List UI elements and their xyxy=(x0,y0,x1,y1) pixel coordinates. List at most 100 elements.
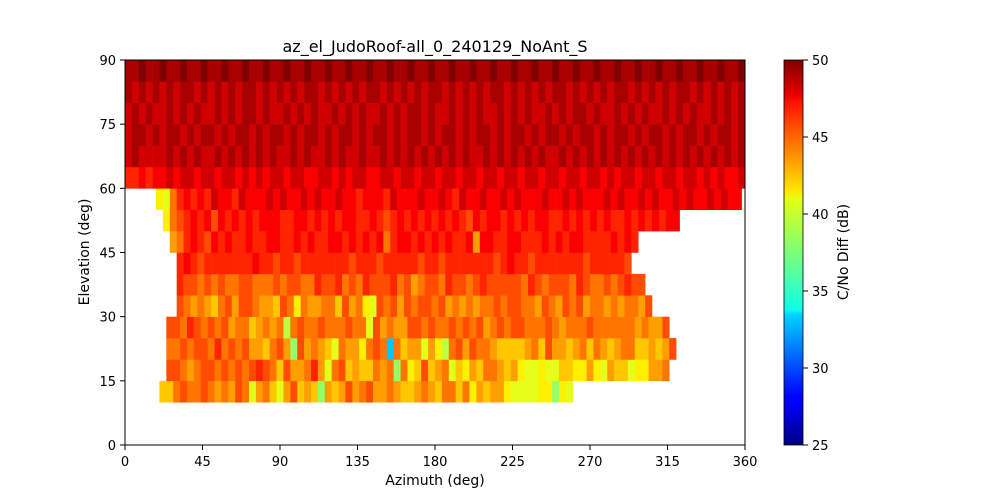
heatmap-cell xyxy=(555,273,563,296)
heatmap-cell xyxy=(262,60,270,82)
heatmap-cell xyxy=(207,316,215,339)
heatmap-cell xyxy=(617,209,625,232)
heatmap-cell xyxy=(521,188,529,211)
heatmap-cell xyxy=(131,145,140,168)
heatmap-cell xyxy=(283,60,291,82)
heatmap-cell xyxy=(441,124,450,146)
heatmap-cell xyxy=(621,316,629,339)
heatmap-cell xyxy=(366,145,374,168)
heatmap-cell xyxy=(386,124,394,146)
heatmap-cell xyxy=(348,188,357,211)
heatmap-cell xyxy=(417,231,425,253)
heatmap-cell xyxy=(600,102,608,125)
heatmap-cell xyxy=(386,60,394,82)
heatmap-cell xyxy=(204,231,212,253)
heatmap-cell xyxy=(572,316,580,339)
heatmap-cell xyxy=(218,273,226,296)
heatmap-cell xyxy=(221,145,229,168)
heatmap-cell xyxy=(621,124,629,146)
heatmap-cell xyxy=(559,359,567,382)
heatmap-cell xyxy=(180,359,188,382)
heatmap-cell xyxy=(255,60,264,82)
heatmap-cell xyxy=(283,81,291,104)
heatmap-cell xyxy=(379,102,388,125)
heatmap-cell xyxy=(166,145,174,168)
heatmap-cell xyxy=(317,81,326,104)
heatmap-cell xyxy=(180,81,188,104)
heatmap-cell xyxy=(521,231,529,253)
heatmap-cell xyxy=(304,359,312,382)
heatmap-cell xyxy=(252,273,260,296)
heatmap-cell xyxy=(603,252,611,275)
heatmap-cell xyxy=(607,102,615,125)
heatmap-cell xyxy=(348,231,357,253)
heatmap-cell xyxy=(331,81,339,104)
heatmap-cell xyxy=(479,188,487,211)
heatmap-cell xyxy=(593,60,601,82)
heatmap-cell xyxy=(421,145,429,168)
heatmap-cell xyxy=(197,231,205,253)
heatmap-cell xyxy=(483,81,491,104)
heatmap-cell xyxy=(286,188,295,211)
heatmap-cell xyxy=(300,209,308,232)
heatmap-cell xyxy=(435,338,443,360)
heatmap-cell xyxy=(125,81,133,104)
heatmap-cell xyxy=(376,273,384,296)
heatmap-cell xyxy=(404,273,412,296)
heatmap-cell xyxy=(262,316,270,339)
heatmap-cell xyxy=(221,124,229,146)
heatmap-cell xyxy=(197,209,205,232)
heatmap-cell xyxy=(373,145,381,168)
heatmap-cell xyxy=(159,145,167,168)
heatmap-cell xyxy=(283,380,291,403)
heatmap-cell xyxy=(262,81,270,104)
heatmap-cell xyxy=(211,209,219,232)
heatmap-cell xyxy=(441,338,450,360)
heatmap-cell xyxy=(600,316,608,339)
heatmap-cell xyxy=(428,60,436,82)
heatmap-cell xyxy=(624,295,632,317)
heatmap-cell xyxy=(521,295,529,317)
heatmap-cell xyxy=(600,359,608,382)
heatmap-cell xyxy=(421,124,429,146)
heatmap-cell xyxy=(180,316,188,339)
heatmap-cell xyxy=(624,273,632,296)
heatmap-cell xyxy=(187,60,195,82)
heatmap-cell xyxy=(445,188,453,211)
heatmap-cell xyxy=(249,359,257,382)
x-tick-label: 360 xyxy=(733,455,758,470)
heatmap-cell xyxy=(490,60,498,82)
heatmap-cell xyxy=(514,252,522,275)
heatmap-cell xyxy=(665,188,673,211)
heatmap-cell xyxy=(662,145,670,168)
heatmap-cell xyxy=(483,316,491,339)
heatmap-cell xyxy=(672,188,680,211)
heatmap-cell xyxy=(183,252,191,275)
heatmap-cell xyxy=(359,166,367,189)
heatmap-cell xyxy=(617,252,625,275)
heatmap-cell xyxy=(734,188,742,211)
heatmap-cell xyxy=(393,60,401,82)
heatmap-cell xyxy=(193,166,202,189)
heatmap-cell xyxy=(624,209,632,232)
heatmap-cell xyxy=(579,316,587,339)
heatmap-cell xyxy=(696,166,704,189)
heatmap-cell xyxy=(293,209,301,232)
heatmap-cell xyxy=(534,252,543,275)
heatmap-cell xyxy=(338,359,346,382)
heatmap-cell xyxy=(607,81,615,104)
heatmap-cell xyxy=(235,316,243,339)
heatmap-cell xyxy=(280,273,288,296)
heatmap-cell xyxy=(645,209,653,232)
heatmap-cell xyxy=(331,124,339,146)
heatmap-cell xyxy=(552,316,560,339)
heatmap-cell xyxy=(211,252,219,275)
heatmap-cell xyxy=(689,60,698,82)
heatmap-cell xyxy=(593,145,601,168)
heatmap-cell xyxy=(459,209,467,232)
heatmap-cell xyxy=(169,231,177,253)
heatmap-cell xyxy=(414,359,422,382)
heatmap-cell xyxy=(476,145,484,168)
heatmap-cell xyxy=(400,359,408,382)
heatmap-cell xyxy=(166,380,174,403)
